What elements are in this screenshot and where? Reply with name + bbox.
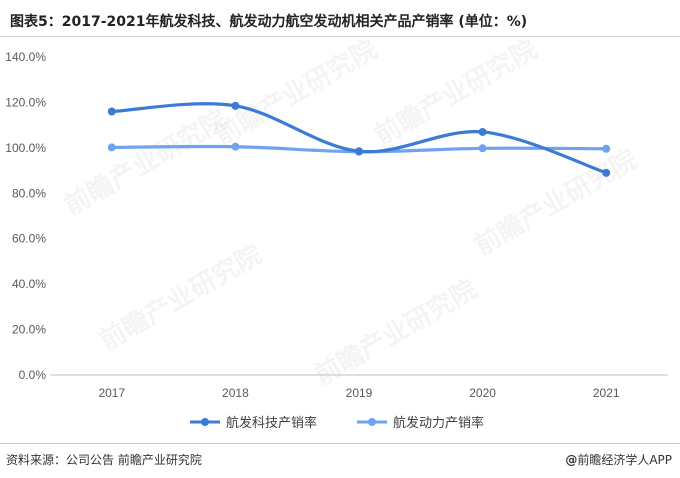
data-point — [355, 147, 363, 156]
brand-name: 前瞻经济学人APP — [577, 453, 672, 467]
data-point — [478, 127, 487, 136]
x-axis: 2017 2018 2019 2020 2021 — [50, 374, 668, 400]
y-tick-label: 40.0% — [12, 277, 46, 291]
x-tick-label: 2021 — [593, 386, 620, 400]
title-divider — [0, 36, 680, 37]
x-tick-label: 2018 — [222, 386, 249, 400]
data-point — [478, 144, 487, 153]
watermark-text: 前瞻产业研究院 — [94, 239, 267, 357]
data-point — [231, 101, 240, 110]
at-sign: @ — [565, 453, 578, 467]
data-point — [602, 144, 611, 153]
x-tick-label: 2020 — [469, 386, 496, 400]
chart-title: 图表5：2017-2021年航发科技、航发动力航空发动机相关产品产销率 (单位：… — [10, 14, 528, 30]
y-tick-label: 0.0% — [19, 368, 47, 382]
x-tick-label: 2017 — [98, 386, 125, 400]
brand-credit: @前瞻经济学人APP — [565, 451, 672, 468]
y-tick-label: 60.0% — [12, 232, 46, 246]
watermark-text: 前瞻产业研究院 — [469, 144, 642, 262]
x-tick-label: 2019 — [346, 386, 373, 400]
legend: 航发科技产销率 航发动力产销率 — [190, 415, 484, 431]
data-point — [231, 142, 240, 151]
y-tick-label: 80.0% — [12, 186, 46, 200]
data-point — [602, 168, 611, 177]
y-axis: 0.0% 20.0% 40.0% 60.0% 80.0% 100.0% 120.0% 140.… — [5, 50, 46, 382]
y-tick-label: 140.0% — [5, 50, 46, 64]
y-tick-label: 120.0% — [5, 95, 46, 109]
watermark-text: 前瞻产业研究院 — [59, 104, 232, 222]
data-point — [107, 143, 116, 152]
legend-label: 航发科技产销率 — [226, 415, 317, 431]
y-tick-label: 100.0% — [5, 141, 46, 155]
watermark-text: 前瞻产业研究院 — [209, 40, 382, 152]
legend-label: 航发动力产销率 — [393, 415, 484, 431]
watermark-text: 前瞻产业研究院 — [309, 274, 482, 392]
legend-swatch-marker — [201, 418, 209, 426]
series-layer — [107, 101, 611, 177]
data-point — [107, 107, 116, 116]
y-tick-label: 20.0% — [12, 323, 46, 337]
legend-swatch-marker — [368, 418, 376, 426]
footer-divider — [0, 443, 680, 444]
source-note: 资料来源：公司公告 前瞻产业研究院 — [6, 453, 202, 467]
